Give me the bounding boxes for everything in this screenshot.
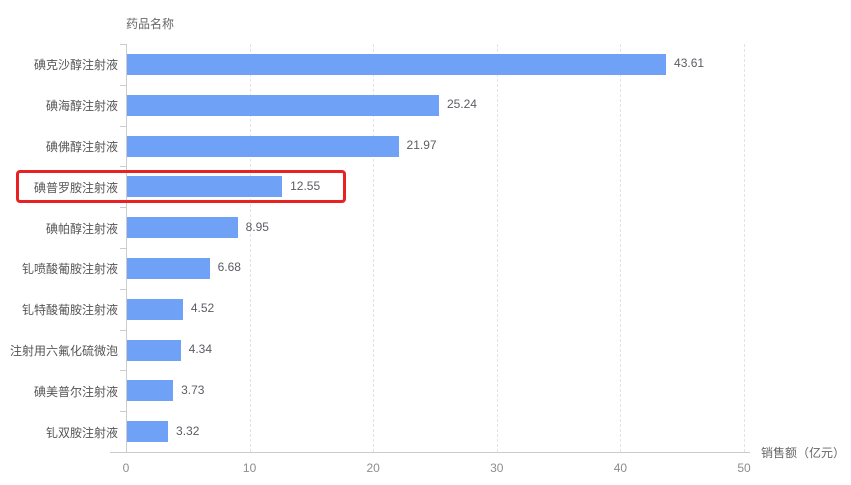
- value-label: 12.55: [290, 178, 321, 193]
- grid-line: [496, 44, 498, 452]
- x-tick-label: 50: [737, 461, 751, 475]
- value-label: 4.34: [188, 342, 212, 356]
- bar[interactable]: [127, 257, 210, 279]
- bar[interactable]: [127, 217, 238, 239]
- x-tick-label: 20: [366, 461, 380, 475]
- category-label: 碘帕醇注射液: [45, 221, 118, 236]
- value-label: 21.97: [406, 138, 437, 152]
- y-axis-tick: [120, 370, 126, 372]
- bar[interactable]: [127, 380, 174, 402]
- bar[interactable]: [127, 421, 169, 443]
- y-axis-tick: [120, 452, 126, 453]
- x-axis-line: [110, 452, 750, 453]
- x-tick-label: 10: [242, 461, 257, 475]
- y-axis-title: 药品名称: [126, 17, 175, 31]
- y-axis-tick: [120, 288, 126, 290]
- bar[interactable]: [127, 176, 283, 198]
- value-label: 43.61: [674, 56, 705, 71]
- y-axis-tick: [120, 125, 126, 127]
- x-tick-label: 40: [613, 461, 628, 475]
- category-label: 钆双胺注射液: [45, 425, 118, 440]
- value-label: 25.24: [446, 97, 477, 112]
- category-label: 钆喷酸葡胺注射液: [21, 262, 118, 277]
- value-label: 8.95: [245, 219, 269, 234]
- category-label: 碘海醇注射液: [45, 99, 118, 114]
- x-tick-label: 0: [122, 461, 130, 475]
- grid-line: [249, 44, 251, 452]
- y-axis-tick: [120, 248, 126, 249]
- value-label: 4.52: [190, 301, 215, 316]
- y-axis-tick: [120, 166, 126, 168]
- x-tick-label: 30: [490, 461, 504, 475]
- y-axis-tick: [120, 44, 126, 45]
- category-label: 碘普罗胺注射液: [33, 180, 118, 195]
- bar[interactable]: [127, 339, 181, 361]
- y-axis-tick: [120, 84, 126, 86]
- category-label: 碘美普尔注射液: [33, 384, 118, 399]
- y-axis-tick: [120, 329, 126, 331]
- grid-line: [744, 44, 745, 452]
- value-label: 3.73: [181, 382, 205, 397]
- category-label: 钆特酸葡胺注射液: [21, 303, 118, 318]
- value-label: 3.32: [176, 423, 200, 438]
- bar[interactable]: [127, 94, 439, 116]
- y-axis-tick: [120, 411, 126, 413]
- value-label: 6.68: [217, 260, 241, 275]
- grid-line: [373, 44, 375, 452]
- y-axis-tick: [120, 207, 126, 209]
- x-axis-title: 销售额（亿元）: [761, 446, 846, 460]
- bar[interactable]: [127, 298, 183, 320]
- bar[interactable]: [127, 135, 399, 157]
- category-label: 注射用六氟化硫微泡: [9, 344, 118, 358]
- bar[interactable]: [127, 53, 667, 75]
- category-label: 碘佛醇注射液: [45, 140, 118, 154]
- y-axis-line: [126, 44, 127, 452]
- grid-line: [620, 44, 622, 452]
- category-label: 碘克沙醇注射液: [33, 58, 118, 73]
- highlight-box: [16, 170, 346, 204]
